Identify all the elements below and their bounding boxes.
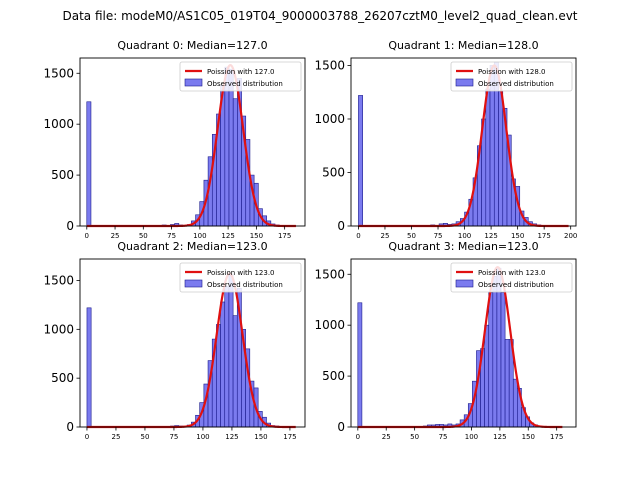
x-tick-label: 175 [278,232,291,240]
legend-bar-swatch [456,280,473,287]
x-tick-label: 0 [85,433,89,441]
legend-label-observed: Observed distribution [478,80,554,88]
legend-label-fit: Poission with 127.0 [207,68,275,76]
x-tick-label: 100 [196,433,209,441]
histogram-bar [225,286,229,427]
x-tick-label: 100 [458,232,471,240]
y-tick-label: 500 [51,371,74,385]
y-tick-label: 1500 [314,267,345,281]
histogram-bar [358,303,362,427]
x-tick-label: 75 [167,232,176,240]
x-tick-label: 150 [522,433,535,441]
histogram-bar [485,325,489,427]
histogram-bar [493,276,497,427]
x-tick-label: 25 [111,232,120,240]
histogram-bar [486,89,490,226]
legend: Poission with 123.0 Observed distribution [180,263,301,292]
legend-bar-swatch [185,280,202,287]
quadrant-title: Quadrant 3: Median=123.0 [388,240,538,253]
y-tick-label: 1000 [43,117,74,131]
x-tick-label: 100 [465,433,478,441]
quadrant-title: Quadrant 0: Median=127.0 [117,39,267,52]
quadrant-0-chart: Quadrant 0: Median=127.0 0 25 50 75 100 125 150… [43,39,305,240]
y-tick-label: 500 [322,369,345,383]
y-tick-label: 1500 [314,58,345,72]
histogram-bar [221,302,225,427]
x-tick-label: 175 [283,433,296,441]
poisson-fit-line [87,274,296,427]
histogram-bar [233,99,237,226]
histogram-bar [499,91,503,226]
y-tick-label: 0 [66,219,74,233]
legend-label-observed: Observed distribution [207,80,283,88]
x-tick-label: 125 [225,433,238,441]
x-tick-label: 125 [484,232,497,240]
x-tick-label: 150 [254,433,267,441]
figure-title: Data file: modeM0/AS1C05_019T04_90000037… [62,9,577,23]
x-tick-label: 150 [250,232,263,240]
legend: Poission with 128.0 Observed distribution [451,62,572,91]
histogram-bar [233,316,237,427]
legend-label-fit: Poission with 123.0 [207,269,275,277]
histogram-bar [505,339,509,427]
legend-label-fit: Poission with 123.0 [478,269,546,277]
x-tick-label: 100 [193,232,206,240]
quadrant-title: Quadrant 2: Median=123.0 [117,240,267,253]
legend-label-observed: Observed distribution [207,281,283,289]
legend: Poission with 123.0 Observed distribution [451,263,572,292]
x-tick-label: 0 [356,232,360,240]
y-tick-label: 500 [51,168,74,182]
y-tick-label: 1500 [43,273,74,287]
x-tick-label: 75 [434,232,443,240]
x-tick-label: 50 [407,232,416,240]
y-tick-label: 1000 [43,322,74,336]
legend-label-fit: Poission with 128.0 [478,68,546,76]
x-tick-label: 50 [139,232,148,240]
x-tick-label: 0 [85,232,89,240]
y-tick-label: 0 [66,420,74,434]
histogram-bar [87,102,91,226]
legend-bar-swatch [185,79,202,86]
histogram-bar [358,95,362,226]
legend-bar-swatch [456,79,473,86]
legend-label-observed: Observed distribution [478,281,554,289]
quadrant-title: Quadrant 1: Median=128.0 [388,39,538,52]
x-tick-label: 125 [493,433,506,441]
quadrant-3-chart: Quadrant 3: Median=123.0 0 25 50 75 100 125 150… [314,240,576,441]
quadrant-2-chart: Quadrant 2: Median=123.0 0 25 50 75 100 125 150… [43,240,305,441]
histogram-bar [87,308,91,427]
y-tick-label: 1500 [43,66,74,80]
y-tick-label: 500 [322,165,345,179]
x-tick-label: 150 [511,232,524,240]
y-tick-label: 1000 [314,318,345,332]
histogram-bar [489,293,493,427]
x-tick-label: 175 [550,433,563,441]
x-tick-label: 175 [537,232,550,240]
histogram-bar [501,293,505,427]
x-tick-label: 125 [221,232,234,240]
x-tick-label: 0 [356,433,360,441]
x-tick-label: 75 [439,433,448,441]
y-tick-label: 1000 [314,112,345,126]
y-tick-label: 0 [337,219,345,233]
y-tick-label: 0 [337,420,345,434]
x-tick-label: 75 [169,433,178,441]
x-tick-label: 50 [410,433,419,441]
legend: Poission with 127.0 Observed distribution [180,62,301,91]
histogram-bar [229,275,233,427]
histogram-bar [229,69,233,226]
x-tick-label: 25 [382,433,391,441]
x-tick-label: 200 [564,232,577,240]
x-tick-label: 25 [111,433,120,441]
quadrant-1-chart: Quadrant 1: Median=128.0 0 25 50 75 100 125 150… [314,39,577,240]
histogram-bar [513,379,517,427]
x-tick-label: 25 [381,232,390,240]
x-tick-label: 50 [140,433,149,441]
quadrant-panels: Quadrant 0: Median=127.0 0 25 50 75 100 125 150… [43,39,577,441]
